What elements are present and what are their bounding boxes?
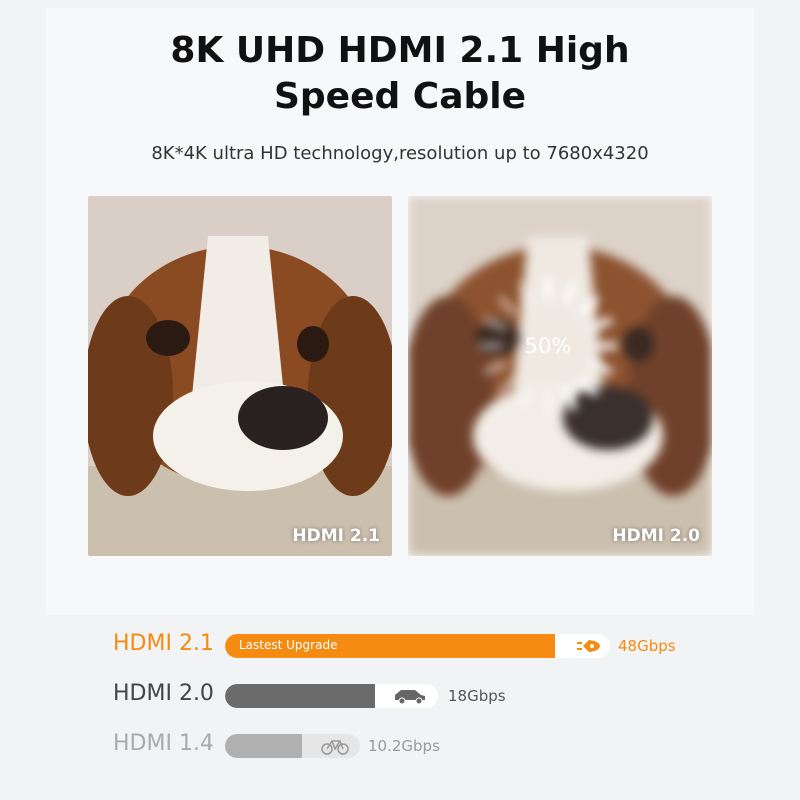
spinner-tick <box>519 386 534 411</box>
car-icon <box>395 690 425 705</box>
loading-spinner: 50% <box>478 276 618 416</box>
row-label: HDMI 1.4 <box>113 731 214 756</box>
speed-value: 48Gbps <box>618 637 676 655</box>
photo-label: HDMI 2.1 <box>292 526 380 546</box>
photo-hdmi-2-0: 50% HDMI 2.0 <box>408 196 712 556</box>
bar-text: Lastest Upgrade <box>239 638 338 652</box>
spinner-tick <box>497 376 518 397</box>
spinner-tick <box>562 281 577 306</box>
spinner-tick <box>519 281 534 306</box>
row-label: HDMI 2.0 <box>113 681 214 706</box>
speed-value: 18Gbps <box>448 687 506 705</box>
spinner-tick <box>562 386 577 411</box>
photo-label: HDMI 2.0 <box>612 526 700 546</box>
title-line-1: 8K UHD HDMI 2.1 High <box>170 30 630 71</box>
spinner-tick <box>497 295 518 316</box>
spinner-tick <box>483 317 508 332</box>
row-label: HDMI 2.1 <box>113 631 214 656</box>
speed-bar <box>225 734 360 758</box>
spinner-tick <box>483 360 508 375</box>
dog-image <box>88 196 392 556</box>
speed-value: 10.2Gbps <box>368 737 440 755</box>
spinner-tick <box>578 295 599 316</box>
speed-bar-fill <box>225 684 375 708</box>
bicycle-icon <box>321 740 349 755</box>
page-title: 8K UHD HDMI 2.1 High Speed Cable <box>0 28 800 120</box>
speed-bar: Lastest Upgrade <box>225 634 610 658</box>
spinner-tick <box>588 360 613 375</box>
spinner-tick <box>578 376 599 397</box>
loading-percent: 50% <box>524 334 572 358</box>
speed-bar <box>225 684 438 708</box>
speed-bar-fill: Lastest Upgrade <box>225 634 555 658</box>
spinner-tick <box>588 317 613 332</box>
speed-bar-fill <box>225 734 302 758</box>
title-line-2: Speed Cable <box>273 76 527 117</box>
subtitle: 8K*4K ultra HD technology,resolution up … <box>151 143 649 164</box>
photo-hdmi-2-1: HDMI 2.1 <box>88 196 392 556</box>
rocket-icon <box>577 640 600 652</box>
